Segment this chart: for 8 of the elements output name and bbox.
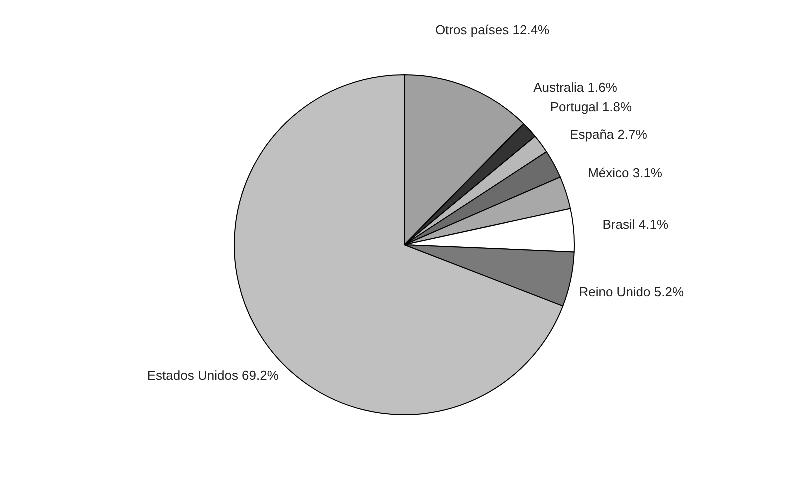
slice-label: México 3.1% [588, 166, 663, 181]
slice-label: Brasil 4.1% [602, 217, 669, 232]
slice-label: Reino Unido 5.2% [579, 284, 684, 300]
slice-label: España 2.7% [570, 126, 648, 142]
slice-label: Estados Unidos 69.2% [147, 368, 280, 384]
slice-label: Australia 1.6% [534, 80, 618, 96]
slice-label: Portugal 1.8% [550, 99, 632, 114]
slice-label: Otros países 12.4% [435, 22, 550, 38]
